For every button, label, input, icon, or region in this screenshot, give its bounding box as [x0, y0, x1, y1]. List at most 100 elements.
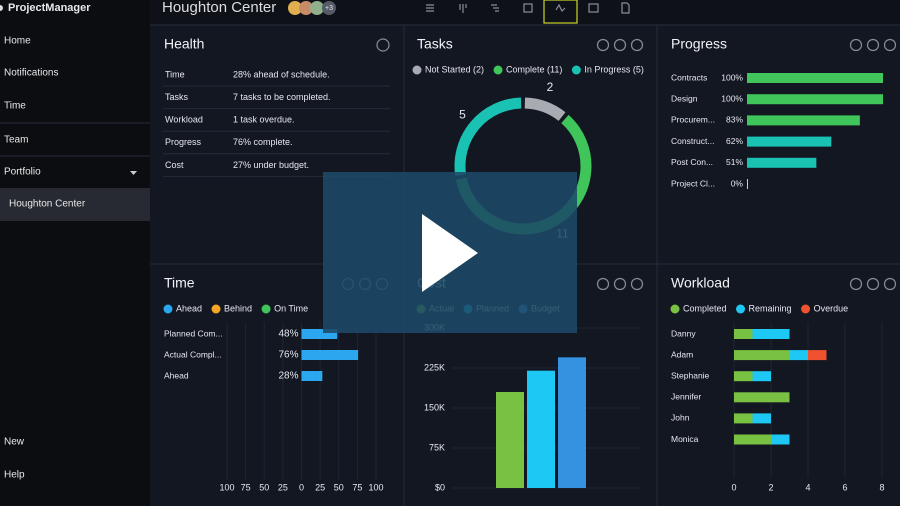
- bar-label: Stephanie: [671, 370, 710, 380]
- row-label: Cost: [165, 160, 184, 170]
- row-label: Progress: [165, 137, 202, 147]
- legend-label: Behind: [224, 303, 252, 313]
- donut-label: 5: [459, 107, 466, 121]
- legend-swatch: [163, 304, 173, 314]
- help-icon[interactable]: [630, 38, 644, 52]
- list-view[interactable]: [426, 4, 434, 12]
- x-tick-label: 100: [219, 482, 234, 492]
- y-tick-label: 150K: [424, 402, 445, 412]
- nav-item[interactable]: Notifications: [4, 68, 58, 79]
- bar: [747, 73, 883, 83]
- bar-label: Procurem...: [671, 115, 715, 125]
- x-tick-label: 50: [334, 482, 344, 492]
- avatar[interactable]: [299, 1, 313, 15]
- avatar[interactable]: [288, 1, 302, 15]
- avatar[interactable]: [310, 1, 324, 15]
- nav-item[interactable]: New: [4, 437, 25, 448]
- bar-segment: [734, 350, 790, 361]
- bar-segment: [734, 392, 790, 403]
- expand-icon[interactable]: [849, 38, 863, 52]
- board-view[interactable]: [459, 4, 467, 13]
- bar: [747, 136, 832, 147]
- play-button[interactable]: [422, 214, 478, 292]
- x-tick-label: 75: [241, 482, 251, 492]
- bar: [301, 371, 323, 381]
- health-table: Time 28% ahead of schedule. Tasks 7 tasks t…: [163, 69, 390, 177]
- bar-segment: [752, 329, 790, 339]
- x-tick-label: 25: [315, 482, 325, 492]
- value-label: 100%: [721, 93, 743, 103]
- caret[interactable]: [130, 171, 137, 175]
- row-value: 28% ahead of schedule.: [233, 69, 330, 79]
- expand-icon[interactable]: [596, 277, 610, 291]
- x-tick-label: 8: [879, 482, 884, 492]
- x-tick-label: 75: [352, 482, 362, 492]
- row-label: Time: [165, 69, 185, 79]
- nav-item[interactable]: Home: [4, 36, 31, 47]
- avatar-count: +3: [325, 5, 333, 12]
- expand-icon[interactable]: [849, 277, 863, 291]
- legend-swatch: [412, 65, 422, 75]
- calendar-view[interactable]: [588, 3, 599, 13]
- charts: Tasks Not Started (2) Complete (11) In Prog…: [163, 36, 897, 492]
- settings-icon[interactable]: [866, 277, 880, 291]
- bar: [747, 115, 860, 126]
- x-tick-label: 6: [842, 482, 847, 492]
- value-label: 100%: [721, 72, 743, 82]
- sheet-view[interactable]: [523, 3, 533, 13]
- bar-segment: [808, 350, 827, 361]
- bar-label: Adam: [671, 349, 693, 359]
- gantt-view[interactable]: [491, 4, 499, 12]
- bar: [747, 179, 748, 189]
- help-icon[interactable]: [376, 38, 390, 52]
- help-icon[interactable]: [883, 277, 897, 291]
- row-label: Tasks: [165, 92, 189, 102]
- bar-label: Planned Com...: [164, 328, 223, 338]
- legend-swatch: [211, 304, 221, 314]
- legend-swatch: [571, 65, 581, 75]
- value-label: 62%: [726, 136, 743, 146]
- row-value: 76% complete.: [233, 137, 293, 147]
- bar-label: Monica: [671, 434, 699, 444]
- legend-swatch: [670, 304, 680, 314]
- bar: [747, 94, 883, 105]
- x-tick-label: 100: [368, 482, 383, 492]
- value-label: 48%: [278, 329, 298, 340]
- bar: [496, 392, 524, 488]
- dashboard-icon: [555, 3, 566, 13]
- avatar-more[interactable]: [322, 1, 336, 15]
- dashboard-tab[interactable]: [543, 0, 578, 24]
- expand-icon[interactable]: [596, 38, 610, 52]
- settings-icon[interactable]: [613, 38, 627, 52]
- legend-label: Complete (11): [506, 64, 562, 74]
- bar-segment: [734, 329, 753, 339]
- bar-label: Contracts: [671, 72, 707, 82]
- active-row[interactable]: [0, 188, 150, 221]
- bar-label: Jennifer: [671, 392, 701, 402]
- x-tick-label: 0: [299, 482, 304, 492]
- help-icon[interactable]: [630, 277, 644, 291]
- settings-icon[interactable]: [866, 38, 880, 52]
- value-label: 76%: [278, 350, 298, 361]
- files-view[interactable]: [621, 2, 630, 14]
- bar-label: Construct...: [671, 136, 714, 146]
- y-tick-label: 75K: [429, 442, 445, 452]
- bar: [747, 157, 817, 168]
- settings-icon[interactable]: [613, 277, 627, 291]
- nav-item[interactable]: Portfolio: [4, 167, 41, 178]
- view-toolbar: [426, 0, 630, 24]
- x-tick-label: 25: [278, 482, 288, 492]
- panel-title: Progress: [671, 36, 727, 52]
- y-tick-label: 225K: [424, 362, 445, 372]
- bar-label: Design: [671, 93, 698, 103]
- help-icon[interactable]: [883, 38, 897, 52]
- nav-item[interactable]: Team: [4, 135, 28, 146]
- nav-item[interactable]: Help: [4, 470, 25, 481]
- row-label: Workload: [165, 115, 203, 125]
- x-tick-label: 2: [768, 482, 773, 492]
- bar-label: Danny: [671, 328, 696, 338]
- project-link[interactable]: Houghton Center: [9, 199, 86, 210]
- nav-item[interactable]: Time: [4, 101, 26, 112]
- bar-label: Ahead: [164, 370, 189, 380]
- legend-label: On Time: [274, 303, 308, 313]
